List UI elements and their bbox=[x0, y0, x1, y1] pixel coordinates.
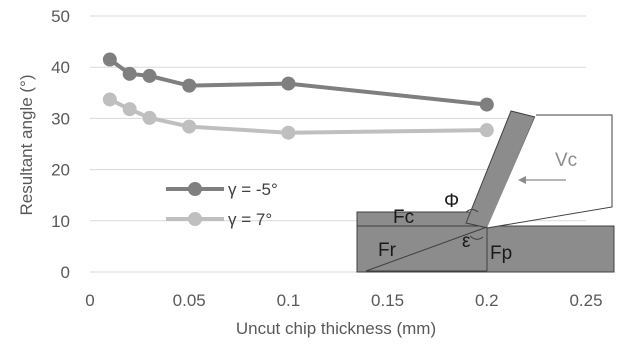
x-tick-label: 0.25 bbox=[569, 291, 602, 310]
phi-label: Φ bbox=[444, 191, 459, 212]
x-axis-ticks: 0 0.05 0.1 0.15 0.2 0.25 bbox=[85, 291, 602, 310]
x-tick-label: 0.1 bbox=[277, 291, 301, 310]
data-point bbox=[281, 76, 296, 91]
y-axis-label: Resultant angle (°) bbox=[17, 75, 36, 216]
data-point bbox=[182, 78, 197, 93]
series-1 bbox=[102, 52, 494, 112]
cutting-velocity-arrowhead bbox=[518, 176, 526, 184]
y-tick-label: 30 bbox=[51, 109, 70, 128]
series-line bbox=[108, 57, 488, 107]
y-tick-label: 10 bbox=[51, 212, 70, 231]
data-point bbox=[122, 102, 137, 117]
legend-marker-series-1 bbox=[188, 182, 202, 196]
data-point bbox=[122, 66, 137, 81]
x-tick-label: 0.05 bbox=[173, 291, 206, 310]
workpiece-block bbox=[356, 225, 615, 273]
legend-label-series-2: γ = 7° bbox=[228, 210, 272, 229]
tool-holder-outline bbox=[486, 114, 613, 229]
resultant-force-line bbox=[365, 226, 488, 272]
fr-label: Fr bbox=[378, 240, 397, 261]
legend: γ = -5° γ = 7° bbox=[166, 180, 278, 229]
series-line bbox=[108, 97, 487, 135]
fc-label: Fc bbox=[393, 207, 414, 228]
series-layer bbox=[102, 52, 494, 140]
shear-angle-arc bbox=[465, 209, 479, 213]
y-tick-label: 40 bbox=[51, 58, 70, 77]
x-tick-label: 0 bbox=[85, 291, 94, 310]
fp-label: Fp bbox=[490, 243, 512, 264]
x-axis-label: Uncut chip thickness (mm) bbox=[236, 319, 436, 338]
data-point bbox=[479, 123, 494, 138]
y-tick-label: 50 bbox=[51, 7, 70, 26]
data-point bbox=[281, 125, 296, 140]
data-point bbox=[142, 110, 157, 125]
cutting-diagram: Fc Fr Fp Φ ε Vc bbox=[356, 110, 615, 273]
y-tick-label: 0 bbox=[61, 263, 70, 282]
data-point bbox=[102, 92, 117, 107]
y-tick-label: 20 bbox=[51, 161, 70, 180]
epsilon-label: ε bbox=[462, 231, 471, 252]
epsilon-angle-arc bbox=[469, 235, 484, 240]
data-point bbox=[479, 97, 494, 112]
y-axis-ticks: 0 10 20 30 40 50 bbox=[51, 7, 70, 282]
data-point bbox=[102, 52, 117, 67]
vc-label: Vc bbox=[555, 150, 577, 171]
tool-insert bbox=[465, 110, 536, 229]
series-2 bbox=[102, 92, 494, 140]
data-point bbox=[142, 68, 157, 83]
x-tick-label: 0.2 bbox=[475, 291, 499, 310]
data-point bbox=[182, 119, 197, 134]
legend-marker-series-2 bbox=[188, 212, 202, 226]
legend-label-series-1: γ = -5° bbox=[228, 180, 278, 199]
x-tick-label: 0.15 bbox=[371, 291, 404, 310]
